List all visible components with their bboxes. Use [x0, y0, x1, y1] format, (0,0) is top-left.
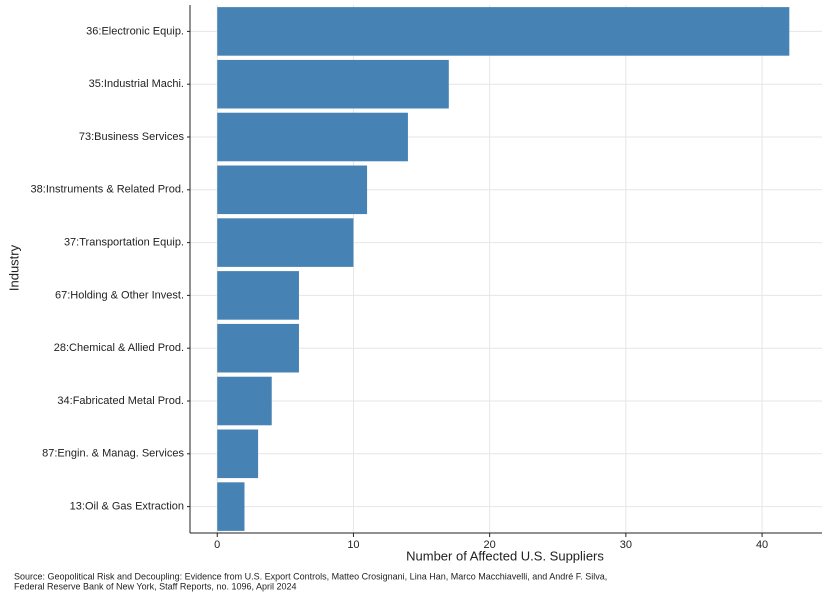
- y-tick-label: 87:Engin. & Manag. Services: [42, 448, 184, 460]
- bar: [217, 376, 272, 426]
- bar: [217, 7, 790, 56]
- source-note: Federal Reserve Bank of New York, Staff …: [14, 581, 297, 591]
- y-tick-label: 13:Oil & Gas Extraction: [70, 501, 184, 513]
- bar: [217, 112, 408, 162]
- y-tick-label: 38:Instruments & Related Prod.: [31, 184, 184, 196]
- bar: [217, 59, 449, 109]
- x-tick-label: 20: [484, 539, 496, 551]
- bar: [217, 218, 354, 267]
- y-axis-title: Industry: [6, 244, 21, 291]
- y-tick-label: 37:Transportation Equip.: [64, 237, 184, 249]
- x-axis-title: Number of Affected U.S. Suppliers: [406, 548, 604, 563]
- bar: [217, 323, 299, 373]
- bar: [217, 429, 259, 479]
- x-tick-label: 0: [214, 539, 220, 551]
- y-tick-label: 28:Chemical & Allied Prod.: [54, 342, 184, 354]
- bar: [217, 165, 368, 215]
- bar: [217, 482, 245, 531]
- y-tick-label: 34:Fabricated Metal Prod.: [57, 395, 184, 407]
- y-tick-label: 67:Holding & Other Invest.: [55, 289, 184, 301]
- y-tick-label: 35:Industrial Machi.: [89, 78, 184, 90]
- x-tick-label: 40: [756, 539, 768, 551]
- x-tick-label: 30: [620, 539, 632, 551]
- bar: [217, 271, 299, 320]
- y-tick-label: 36:Electronic Equip.: [86, 25, 184, 37]
- y-tick-label: 73:Business Services: [79, 131, 185, 143]
- x-tick-label: 10: [347, 539, 359, 551]
- source-note: Source: Geopolitical Risk and Decoupling…: [14, 571, 607, 581]
